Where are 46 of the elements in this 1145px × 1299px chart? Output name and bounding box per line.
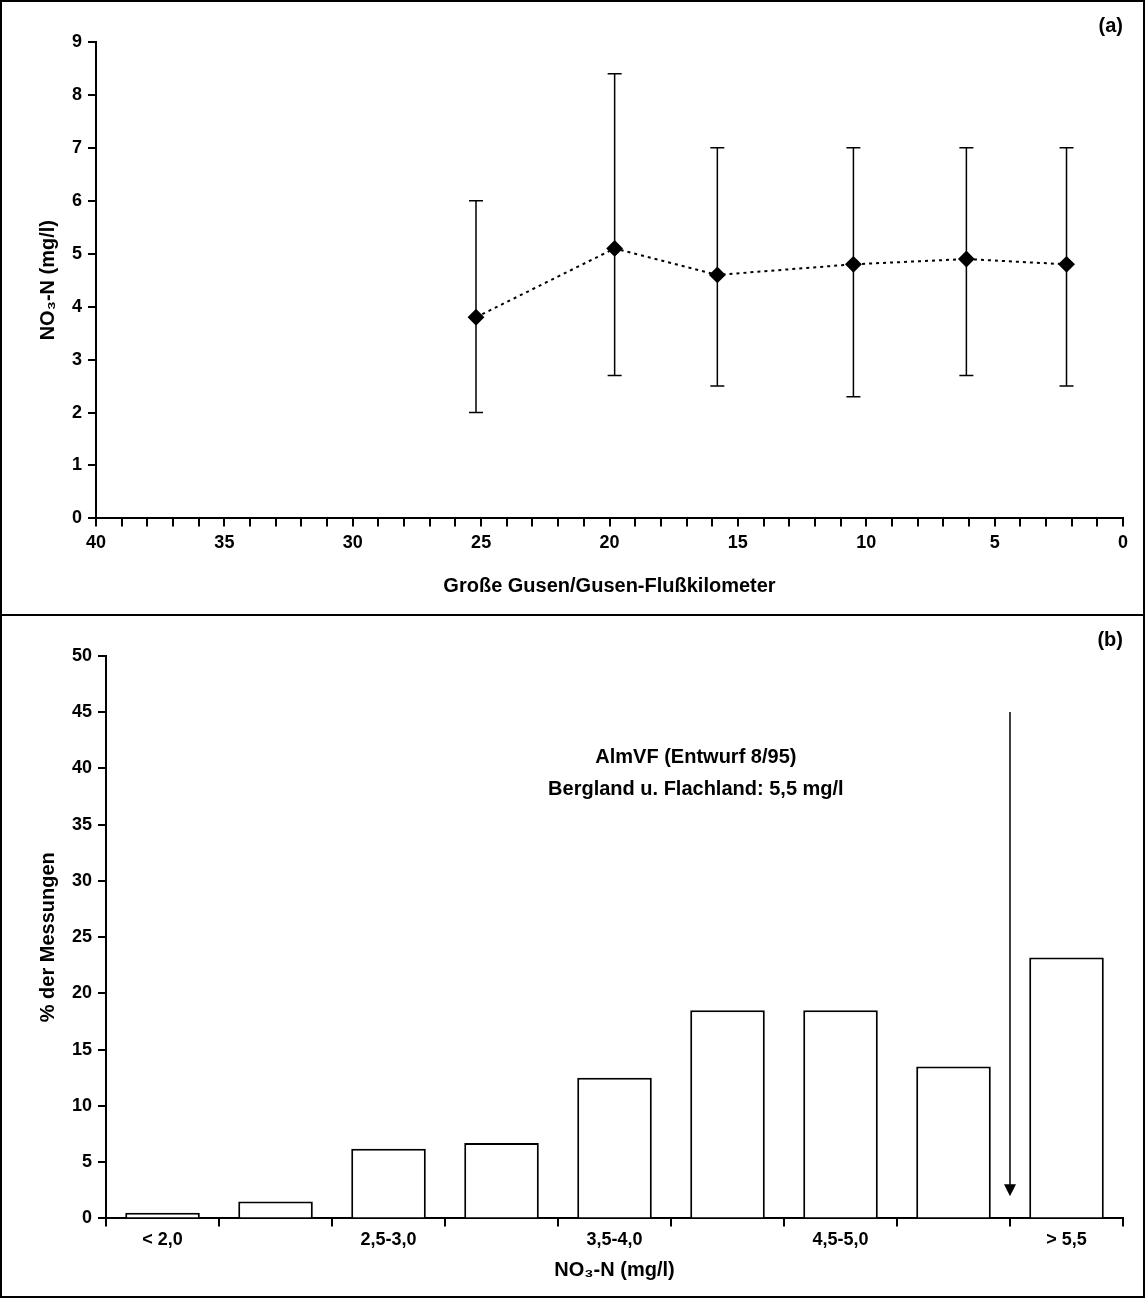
x-tick-label: 30	[342, 532, 363, 553]
y-tick-label: 0	[72, 507, 83, 528]
y-tick-label: 3	[72, 348, 83, 369]
y-tick-label: 5	[72, 242, 83, 263]
point	[1058, 256, 1075, 273]
annotation: Bergland u. Flachland: 5,5 mg/l	[548, 776, 844, 799]
y-tick-label: 15	[71, 1038, 93, 1059]
x-tick-label: 5	[989, 532, 1000, 553]
x-tick-label: 4,5-5,0	[812, 1229, 869, 1250]
y-tick-label: 6	[72, 189, 83, 210]
x-tick-label: 25	[471, 532, 492, 553]
x-tick-label: 35	[214, 532, 235, 553]
y-tick-label: 20	[71, 982, 93, 1003]
y-tick-label: 25	[71, 926, 93, 947]
y-tick-label: 1	[72, 454, 83, 475]
y-tick-label: 0	[82, 1207, 93, 1228]
chart-title: (b)	[1097, 627, 1123, 650]
chart-title: (a)	[1098, 13, 1123, 36]
x-tick-label: 3,5-4,0	[586, 1229, 643, 1250]
y-tick-label: 2	[72, 401, 83, 422]
x-tick-label: 20	[599, 532, 620, 553]
point	[845, 256, 862, 273]
y-tick-label: 50	[71, 644, 93, 665]
y-tick-label: 10	[71, 1094, 93, 1115]
y-axis-title: NO₃-N (mg/l)	[35, 220, 58, 341]
x-tick-label: 10	[856, 532, 877, 553]
y-tick-label: 40	[71, 757, 93, 778]
x-tick-label: 2,5-3,0	[360, 1229, 417, 1250]
x-axis-title: Große Gusen/Gusen-Flußkilometer	[443, 573, 776, 596]
point	[958, 251, 975, 268]
x-tick-label: < 2,0	[142, 1229, 183, 1250]
y-tick-label: 9	[72, 30, 83, 51]
x-tick-label: 15	[727, 532, 748, 553]
y-tick-label: 7	[72, 136, 83, 157]
y-axis-title: % der Messungen	[35, 852, 58, 1023]
y-tick-label: 4	[72, 295, 83, 316]
point	[606, 240, 623, 257]
annotation: AlmVF (Entwurf 8/95)	[595, 744, 797, 767]
y-tick-label: 8	[72, 83, 83, 104]
y-tick-label: 30	[71, 869, 93, 890]
y-tick-label: 35	[71, 813, 93, 834]
x-tick-label: 0	[1117, 532, 1129, 553]
y-tick-label: 5	[82, 1151, 93, 1172]
x-tick-label: > 5,5	[1046, 1229, 1087, 1250]
x-axis-title: NO₃-N (mg/l)	[554, 1257, 675, 1280]
y-tick-label: 45	[71, 701, 93, 722]
